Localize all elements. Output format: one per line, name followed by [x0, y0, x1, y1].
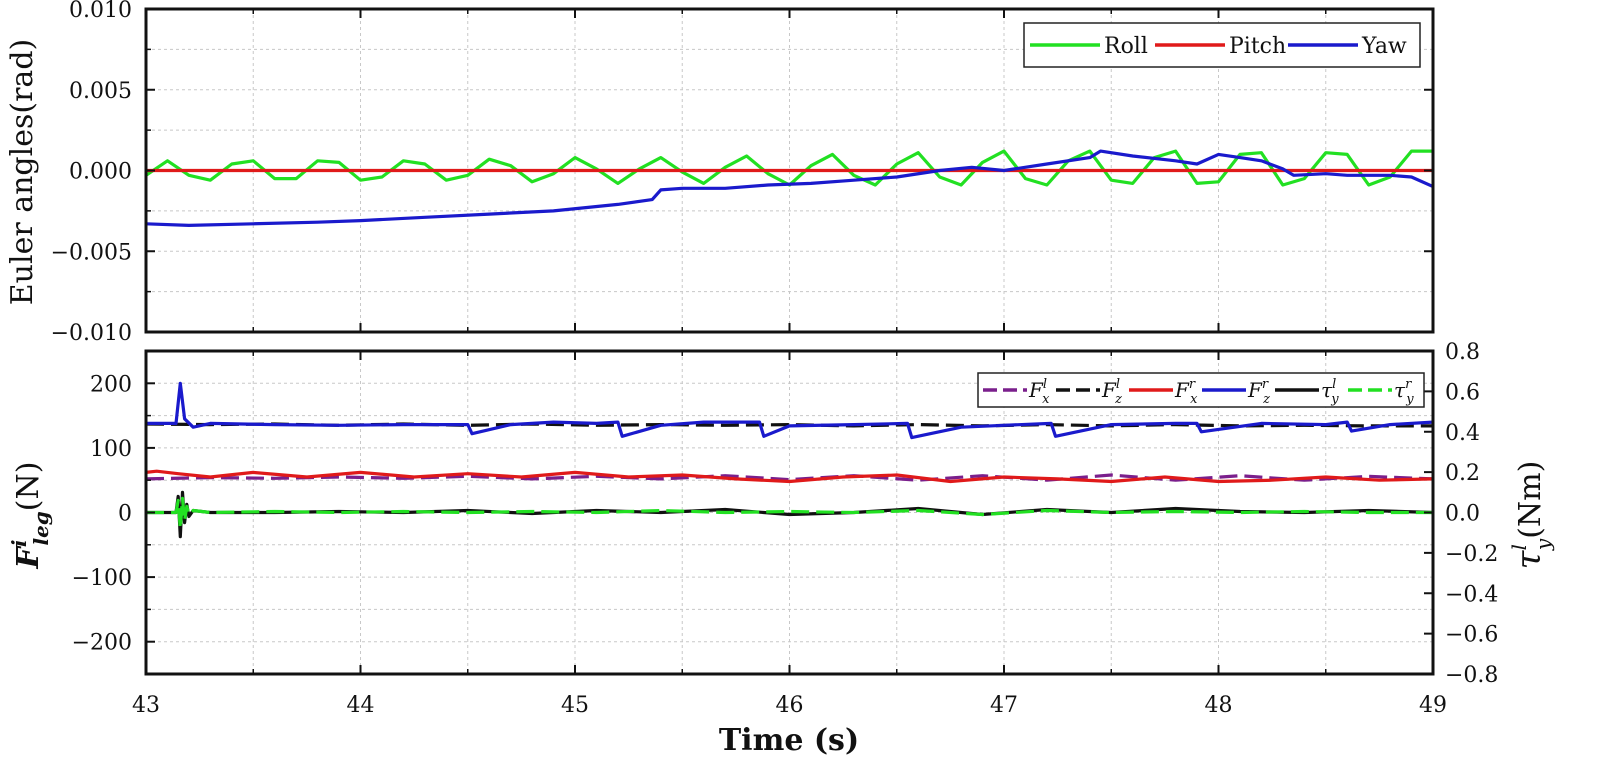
y-tick-label: 0 — [118, 502, 132, 527]
y-tick-label: −0.005 — [51, 240, 132, 265]
legend-label-base: F — [1174, 378, 1190, 402]
series-line-yl — [146, 490, 1434, 539]
y2-tick-label: 0.4 — [1445, 421, 1480, 446]
series-line-fxl — [145, 473, 1434, 482]
legend-label: Yaw — [1361, 34, 1407, 59]
y2-tick-label: −0.8 — [1445, 663, 1498, 688]
y-tick-label: 200 — [90, 372, 132, 397]
x-tick-label: 45 — [561, 693, 589, 718]
top-ticks: −0.010 −0.005 0.000 0.005 0.010 — [51, 0, 1434, 346]
y2-tick-label: 0.2 — [1445, 461, 1480, 486]
y-tick-label: 0.010 — [69, 0, 132, 23]
legend-label: Fr x — [1174, 377, 1198, 407]
bottom-y2label-unit: (Nm) — [1513, 461, 1548, 539]
bottom-ylabel-sup: i — [7, 540, 31, 548]
legend-label-sub: z — [1114, 392, 1122, 407]
y-tick-label: 100 — [90, 437, 132, 462]
bottom-ylabel-base: F — [11, 544, 46, 569]
legend-label-sub: y — [1405, 392, 1414, 407]
y2-tick-label: −0.4 — [1445, 582, 1498, 607]
legend-label: Roll — [1104, 34, 1148, 59]
series-line-yr — [146, 496, 1433, 531]
legend-label: τr y — [1394, 377, 1414, 407]
legend-label-sub: y — [1330, 392, 1339, 407]
leg-force-chart: 43 44 45 46 47 48 49 −200 −100 0 100 200 −0.8 −0.6 −0.… — [7, 340, 1555, 758]
bottom-y2-axis-title: τly(Nm) — [1507, 461, 1555, 570]
bottom-y2label-base: τ — [1509, 549, 1549, 569]
y-tick-label: −200 — [72, 631, 132, 656]
legend-label-sup: r — [1189, 377, 1196, 392]
top-series — [145, 149, 1434, 227]
legend-label-base: F — [1028, 378, 1044, 402]
legend-label: Fl z — [1101, 377, 1122, 407]
legend-label-sub: x — [1190, 392, 1198, 407]
legend-label-sup: l — [1332, 377, 1336, 392]
x-tick-label: 47 — [990, 693, 1018, 718]
top-y-axis-title: Euler angles(rad) — [5, 39, 40, 305]
y2-tick-label: −0.2 — [1445, 542, 1498, 567]
legend-label-sub: z — [1262, 392, 1270, 407]
bottom-legend: Fl x Fl z Fr x Fr z τl y τr y — [977, 372, 1425, 408]
y2-tick-label: 0.0 — [1445, 502, 1480, 527]
x-tick-label: 44 — [347, 693, 375, 718]
y-tick-label: 0.000 — [69, 160, 132, 185]
bottom-ylabel-unit: (N) — [11, 462, 46, 512]
series-line-yaw — [145, 149, 1434, 227]
legend-label-base: τ — [1321, 378, 1333, 402]
legend-label-sup: l — [1116, 377, 1120, 392]
legend-label: Fl x — [1028, 377, 1050, 407]
y-tick-label: 0.005 — [69, 79, 132, 104]
y2-tick-label: −0.6 — [1445, 623, 1498, 648]
y-tick-label: −0.010 — [51, 321, 132, 346]
bottom-y-axis-title: Fileg(N) — [7, 462, 53, 570]
legend-label-base: τ — [1394, 378, 1406, 402]
y-tick-label: −100 — [72, 566, 132, 591]
euler-angles-chart: −0.010 −0.005 0.000 0.005 0.010 Euler angles… — [5, 0, 1435, 346]
bottom-series — [145, 381, 1434, 539]
legend-label: Pitch — [1229, 34, 1286, 59]
legend-label-sup: r — [1262, 377, 1269, 392]
legend-label: Fr z — [1247, 377, 1270, 407]
x-tick-label: 43 — [132, 693, 160, 718]
x-tick-label: 48 — [1205, 693, 1233, 718]
bottom-y2label-sup: l — [1507, 544, 1531, 550]
bottom-y2label-sub: y — [1531, 538, 1555, 551]
legend-label-base: F — [1101, 378, 1117, 402]
x-axis-title: Time (s) — [719, 723, 859, 758]
legend-label-sup: r — [1405, 377, 1412, 392]
legend-label-sup: l — [1043, 377, 1047, 392]
bottom-ticks: 43 44 45 46 47 48 49 −200 −100 0 100 200 −0.8 −0.6 −0.… — [72, 340, 1499, 718]
bottom-ylabel-sub: leg — [29, 511, 53, 545]
x-tick-label: 49 — [1419, 693, 1447, 718]
legend-label: τl y — [1321, 377, 1339, 407]
y2-tick-label: 0.6 — [1445, 380, 1480, 405]
legend-label-base: F — [1247, 378, 1263, 402]
x-tick-label: 46 — [776, 693, 804, 718]
legend-label-sub: x — [1042, 392, 1050, 407]
y2-tick-label: 0.8 — [1445, 340, 1480, 365]
top-legend: Roll Pitch Yaw — [1023, 22, 1421, 68]
series-line-fxr — [145, 469, 1434, 484]
series-line-fzr — [146, 381, 1434, 440]
